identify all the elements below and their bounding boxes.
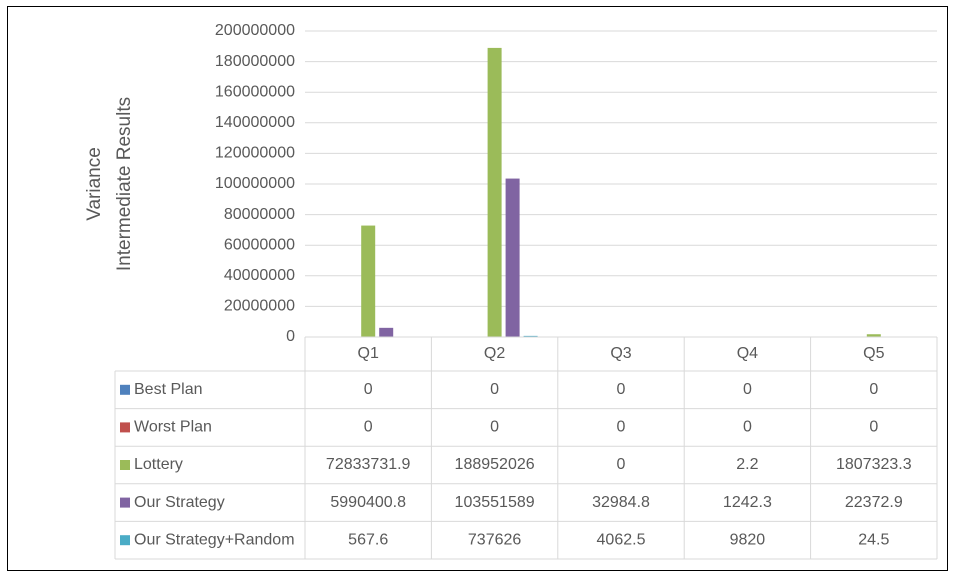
legend-label: Lottery bbox=[134, 456, 183, 473]
x-tick-label: Q4 bbox=[737, 345, 758, 362]
table-cell: 22372.9 bbox=[845, 494, 903, 511]
table-cell: 1807323.3 bbox=[836, 456, 912, 473]
legend-key bbox=[120, 497, 130, 508]
table-cell: 0 bbox=[364, 419, 373, 436]
y-tick-label: 180000000 bbox=[215, 53, 295, 70]
legend-label: Best Plan bbox=[134, 381, 202, 398]
y-tick-label: 200000000 bbox=[215, 22, 295, 39]
y-axis-title: Intermediate Results bbox=[114, 97, 135, 271]
bar bbox=[505, 178, 520, 337]
y-tick-label: 160000000 bbox=[215, 83, 295, 100]
bar bbox=[523, 335, 538, 337]
table-cell: 0 bbox=[743, 381, 752, 398]
chart-border bbox=[7, 6, 948, 571]
y-tick-label: 60000000 bbox=[224, 236, 295, 253]
table-cell: 0 bbox=[364, 381, 373, 398]
table-cell: 5990400.8 bbox=[330, 494, 406, 511]
table-cell: 4062.5 bbox=[597, 531, 646, 548]
table-cell: 32984.8 bbox=[592, 494, 650, 511]
y-tick-label: 100000000 bbox=[215, 175, 295, 192]
table-cell: 24.5 bbox=[858, 531, 889, 548]
table-cell: 188952026 bbox=[455, 456, 535, 473]
table-cell: 567.6 bbox=[348, 531, 388, 548]
bar bbox=[361, 225, 376, 337]
y-axis-title: Variance bbox=[84, 147, 105, 221]
y-tick-label: 120000000 bbox=[215, 145, 295, 162]
table-cell: 0 bbox=[743, 419, 752, 436]
table-cell: 9820 bbox=[730, 531, 766, 548]
x-tick-label: Q2 bbox=[484, 345, 505, 362]
table-cell: 72833731.9 bbox=[326, 456, 411, 473]
y-tick-label: 40000000 bbox=[224, 267, 295, 284]
y-tick-label: 80000000 bbox=[224, 206, 295, 223]
y-tick-label: 0 bbox=[286, 328, 295, 345]
legend-label: Worst Plan bbox=[134, 419, 212, 436]
table-cell: 0 bbox=[490, 419, 499, 436]
legend-label: Our Strategy+Random bbox=[134, 531, 295, 548]
legend-key bbox=[120, 422, 130, 433]
bar bbox=[487, 47, 502, 337]
x-tick-label: Q5 bbox=[863, 345, 884, 362]
table-cell: 0 bbox=[869, 419, 878, 436]
bar bbox=[866, 334, 881, 337]
table-cell: 1242.3 bbox=[723, 494, 772, 511]
legend-key bbox=[120, 535, 130, 546]
bar bbox=[379, 327, 394, 337]
legend-key bbox=[120, 384, 130, 395]
table-cell: 0 bbox=[490, 381, 499, 398]
table-cell: 737626 bbox=[468, 531, 521, 548]
legend-key bbox=[120, 460, 130, 470]
legend-label: Our Strategy bbox=[134, 494, 225, 511]
table-cell: 0 bbox=[617, 419, 626, 436]
y-tick-label: 20000000 bbox=[224, 298, 295, 315]
table-cell: 0 bbox=[617, 381, 626, 398]
table-cell: 103551589 bbox=[455, 494, 535, 511]
x-tick-label: Q1 bbox=[358, 345, 379, 362]
table-cell: 2.2 bbox=[736, 456, 758, 473]
table-cell: 0 bbox=[869, 381, 878, 398]
y-tick-label: 140000000 bbox=[215, 114, 295, 131]
table-cell: 0 bbox=[617, 456, 626, 473]
x-tick-label: Q3 bbox=[610, 345, 631, 362]
